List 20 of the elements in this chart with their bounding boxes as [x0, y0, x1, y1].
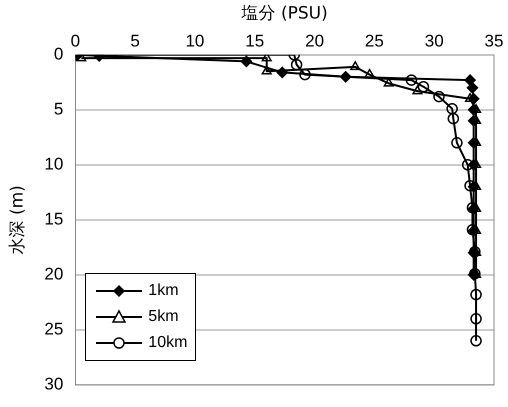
y-tick-label: 0 [54, 44, 64, 64]
x-tick-label: 15 [245, 31, 264, 50]
legend-label: 5km [148, 308, 179, 326]
x-tick-label: 20 [305, 31, 324, 50]
legend-label: 1km [148, 282, 179, 300]
y-tick-label: 20 [44, 264, 64, 284]
y-tick-label: 15 [44, 209, 64, 228]
x-tick-label: 5 [130, 31, 140, 50]
x-tick-label: 25 [364, 31, 384, 50]
x-axis-title: 塩分 (PSU) [240, 4, 328, 24]
x-tick-label: 30 [424, 31, 444, 50]
y-tick-label: 10 [44, 154, 64, 174]
x-tick-label: 35 [484, 31, 504, 50]
y-tick-label: 5 [54, 99, 64, 118]
x-tick-label: 0 [70, 31, 80, 50]
x-tick-label: 10 [185, 31, 204, 50]
legend-label: 10km [148, 334, 188, 352]
y-tick-label: 30 [44, 374, 64, 394]
y-tick-label: 25 [44, 319, 64, 338]
y-axis-title: 水深 (m) [8, 185, 28, 254]
